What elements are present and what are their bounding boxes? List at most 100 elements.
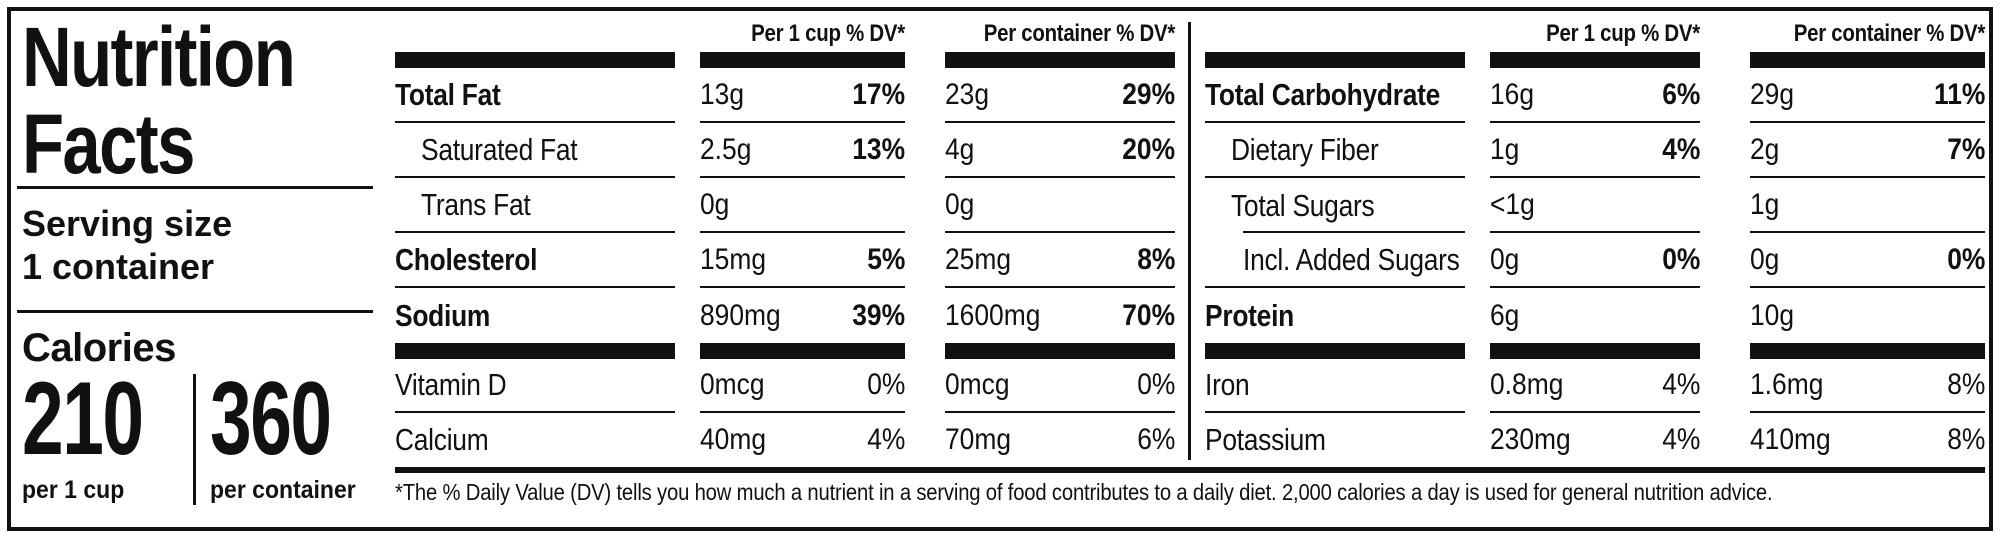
nutrient-name: Dietary Fiber — [1231, 131, 1379, 167]
per-cup-amount: 0.8mg — [1490, 368, 1564, 401]
column-gap — [1700, 413, 1750, 467]
label-border — [7, 7, 1993, 531]
column-gap — [675, 178, 700, 233]
nutrient-row-trans-fat: Trans Fat 0g 0g — [395, 178, 1175, 233]
main-nutrient-rows: Total Fat 13g 17% 23g 29% Saturated Fat 2.5g 13… — [395, 68, 1175, 343]
calories-label: Calories — [22, 326, 176, 370]
per-cup-cell: <1g — [1490, 178, 1700, 233]
per-cup-amount: 0g — [1490, 242, 1520, 276]
micronutrient-rows: Iron 0.8mg 4% 1.6mg 8% Potassium 230mg 4% 410mg 8… — [1205, 359, 1985, 467]
per-container-dv: 6% — [1136, 423, 1175, 456]
per-cup-cell: 0g 0% — [1490, 233, 1700, 288]
divider-rule — [17, 310, 373, 313]
nutrient-row-total-carbohydrate: Total Carbohydrate 16g 6% 29g 11% — [1205, 68, 1985, 123]
per-cup-dv: 13% — [852, 132, 905, 166]
per-container-amount: 0g — [945, 187, 975, 221]
column-gap — [675, 288, 700, 343]
per-container-amount: 1g — [1750, 187, 1780, 221]
nutrient-table-left: Per 1 cup % DV* Per container % DV* Tota… — [395, 18, 1175, 467]
nutrient-name-cell: Iron — [1205, 359, 1465, 413]
calories-per-container-block: 360 per container — [210, 367, 378, 505]
nutrient-table-right: Per 1 cup % DV* Per container % DV* Tota… — [1205, 18, 1985, 467]
nutrient-name: Total Fat — [395, 76, 501, 112]
per-container-cell: 0g — [945, 178, 1175, 233]
nutrient-name-cell: Protein — [1205, 288, 1465, 343]
per-container-amount: 10g — [1750, 298, 1795, 332]
column-header-per-cup: Per 1 cup % DV* — [1546, 20, 1700, 47]
thick-bar — [395, 343, 1175, 359]
column-header-row: Per 1 cup % DV* Per container % DV* — [395, 18, 1175, 52]
nutrient-row-protein: Protein 6g 10g — [1205, 288, 1985, 343]
column-gap — [1700, 288, 1750, 343]
serving-size-value: 1 container — [22, 246, 215, 288]
column-gap — [1465, 359, 1490, 413]
per-cup-cell: 1g 4% — [1490, 123, 1700, 178]
per-cup-amount: 15mg — [700, 242, 767, 276]
per-container-dv: 8% — [1946, 423, 1985, 456]
nutrient-row-vitamin-d: Vitamin D 0mcg 0% 0mcg 0% — [395, 359, 1175, 413]
column-gap — [675, 413, 700, 467]
calories-per-cup-value: 210 — [22, 361, 144, 477]
nutrient-row-total-fat: Total Fat 13g 17% 23g 29% — [395, 68, 1175, 123]
nutrient-name: Calcium — [395, 422, 489, 457]
nutrient-name-cell: Saturated Fat — [395, 123, 675, 178]
nutrient-row-sodium: Sodium 890mg 39% 1600mg 70% — [395, 288, 1175, 343]
per-cup-cell: 0mcg 0% — [700, 359, 905, 413]
thick-bar — [395, 52, 1175, 68]
nutrient-name: Cholesterol — [395, 241, 538, 277]
nutrient-name: Potassium — [1205, 422, 1326, 457]
per-container-cell: 25mg 8% — [945, 233, 1175, 288]
per-cup-amount: 6g — [1490, 298, 1520, 332]
column-gap — [1465, 68, 1490, 123]
per-container-dv: 11% — [1933, 77, 1985, 111]
per-cup-amount: 2.5g — [700, 132, 752, 166]
per-cup-amount: 230mg — [1490, 423, 1571, 456]
per-cup-dv: 4% — [866, 423, 905, 456]
title-line-2: Facts — [22, 96, 195, 191]
per-container-amount: 23g — [945, 77, 990, 111]
per-cup-cell: 0g — [700, 178, 905, 233]
divider-rule — [17, 186, 373, 189]
per-container-amount: 410mg — [1750, 423, 1831, 456]
per-container-cell: 1.6mg 8% — [1750, 359, 1985, 413]
per-container-cell: 23g 29% — [945, 68, 1175, 123]
nutrient-name-cell: Total Sugars — [1205, 178, 1465, 233]
per-container-cell: 0g 0% — [1750, 233, 1985, 288]
thick-bar — [1205, 343, 1985, 359]
section-divider — [1188, 22, 1191, 460]
calories-values: 210 per 1 cup 360 per container — [22, 361, 378, 505]
nutrient-name-cell: Dietary Fiber — [1205, 123, 1465, 178]
nutrient-row-iron: Iron 0.8mg 4% 1.6mg 8% — [1205, 359, 1985, 413]
per-container-cell: 1g — [1750, 178, 1985, 233]
column-gap — [1700, 233, 1750, 288]
per-cup-dv: 17% — [852, 77, 905, 111]
per-container-amount: 0g — [1750, 242, 1780, 276]
per-cup-dv: 39% — [852, 298, 905, 332]
column-gap — [1700, 359, 1750, 413]
serving-size-block: Serving size 1 container — [22, 202, 232, 288]
serving-size-label: Serving size — [22, 203, 233, 244]
column-gap — [1700, 68, 1750, 123]
nutrient-row-total-sugars: Total Sugars <1g 1g — [1205, 178, 1985, 233]
per-container-amount: 70mg — [945, 423, 1012, 456]
per-container-amount: 1600mg — [945, 298, 1041, 332]
nutrition-facts-title: Nutrition Facts — [22, 14, 296, 191]
per-cup-cell: 0.8mg 4% — [1490, 359, 1700, 413]
column-gap — [905, 233, 945, 288]
per-cup-cell: 6g — [1490, 288, 1700, 343]
per-cup-amount: <1g — [1490, 187, 1535, 221]
column-gap — [1465, 123, 1490, 178]
per-cup-dv: 0% — [1661, 242, 1700, 276]
per-container-cell: 0mcg 0% — [945, 359, 1175, 413]
per-container-cell: 10g — [1750, 288, 1985, 343]
nutrient-name-cell: Incl. Added Sugars — [1205, 233, 1465, 288]
per-container-amount: 2g — [1750, 132, 1780, 166]
nutrient-name-cell: Potassium — [1205, 413, 1465, 467]
nutrient-name-cell: Cholesterol — [395, 233, 675, 288]
column-gap — [1700, 178, 1750, 233]
column-gap — [1465, 413, 1490, 467]
per-cup-cell: 16g 6% — [1490, 68, 1700, 123]
per-cup-dv: 4% — [1661, 368, 1700, 401]
column-gap — [675, 68, 700, 123]
per-container-cell: 2g 7% — [1750, 123, 1985, 178]
